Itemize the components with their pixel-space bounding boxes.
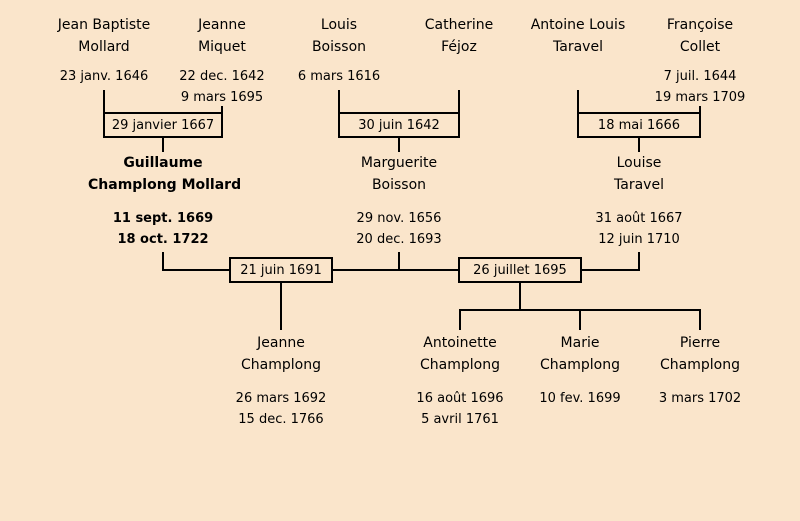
birth-date: 7 juil. 1644	[663, 69, 737, 84]
person-dates: 16 août 1696 5 avril 1761	[385, 388, 535, 430]
death-date: 9 mars 1695	[180, 90, 264, 105]
death-date: 20 dec. 1693	[356, 232, 442, 247]
person-name-line2: Féjoz	[441, 39, 477, 55]
connector-line	[103, 90, 105, 113]
person-antoinette-champlong: Antoinette Champlong 16 août 1696 5 avri…	[385, 332, 535, 430]
person-dates: 10 fev. 1699	[505, 388, 655, 409]
person-catherine-fejoz: Catherine Féjoz	[384, 14, 534, 58]
marriage-date-box: 30 juin 1642	[338, 112, 460, 138]
birth-date: 23 janv. 1646	[59, 69, 149, 84]
person-dates: 3 mars 1702	[625, 388, 775, 409]
person-name-line2: Taravel	[614, 177, 664, 193]
person-name-line2: Miquet	[198, 39, 246, 55]
birth-date: 11 sept. 1669	[112, 211, 214, 226]
person-name-line1: Marie	[560, 335, 600, 351]
person-name-line1: Antoine Louis	[530, 17, 626, 33]
person-louis-boisson: Louis Boisson 6 mars 1616	[264, 14, 414, 87]
person-name-line2: Taravel	[553, 39, 603, 55]
connector-line	[398, 252, 400, 270]
death-date: 19 mars 1709	[654, 90, 746, 105]
person-name-line2: Champlong	[420, 357, 500, 373]
person-name-line2: Champlong	[660, 357, 740, 373]
birth-date: 22 dec. 1642	[179, 69, 265, 84]
connector-line	[638, 138, 640, 152]
connector-line	[459, 311, 461, 330]
marriage-date-box: 26 juillet 1695	[458, 257, 582, 283]
person-dates: 29 nov. 1656 20 dec. 1693	[324, 208, 474, 250]
death-date: 12 juin 1710	[598, 232, 680, 247]
person-dates: 22 dec. 1642 9 mars 1695	[147, 66, 297, 108]
connector-line	[519, 283, 521, 309]
person-name-line2: Champlong Mollard	[88, 177, 242, 193]
person-name-line1: Antoinette	[423, 335, 497, 351]
person-name-line2: Champlong	[241, 357, 321, 373]
connector-line	[458, 90, 460, 113]
connector-line	[398, 138, 400, 152]
person-name-line1: Guillaume	[123, 155, 203, 171]
person-dates: 11 sept. 1669 18 oct. 1722	[88, 208, 238, 250]
connector-line	[459, 309, 701, 311]
birth-date: 31 août 1667	[595, 211, 683, 226]
birth-date: 10 fev. 1699	[539, 391, 621, 406]
person-name-line1: Pierre	[679, 335, 721, 351]
marriage-date-box: 29 janvier 1667	[103, 112, 223, 138]
birth-date: 26 mars 1692	[235, 391, 327, 406]
person-jeanne-champlong: Jeanne Champlong 26 mars 1692 15 dec. 17…	[206, 332, 356, 430]
connector-line	[579, 311, 581, 330]
birth-date: 29 nov. 1656	[356, 211, 442, 226]
connector-line	[162, 252, 164, 270]
death-date: 18 oct. 1722	[117, 232, 209, 247]
person-name-line1: Catherine	[424, 17, 494, 33]
person-name-line1: Marguerite	[360, 155, 438, 171]
person-name-line1: Louise	[616, 155, 662, 171]
birth-date: 3 mars 1702	[658, 391, 742, 406]
connector-line	[577, 90, 579, 113]
death-date: 5 avril 1761	[421, 412, 499, 427]
person-dates: 26 mars 1692 15 dec. 1766	[206, 388, 356, 430]
marriage-date-box: 21 juin 1691	[229, 257, 333, 283]
person-guillaume-champlong-mollard: Guillaume Champlong Mollard 11 sept. 166…	[88, 152, 242, 250]
person-marguerite-boisson: Marguerite Boisson 29 nov. 1656 20 dec. …	[324, 152, 474, 250]
person-antoine-louis-taravel: Antoine Louis Taravel	[503, 14, 653, 58]
connector-line	[280, 283, 282, 330]
person-marie-champlong: Marie Champlong 10 fev. 1699	[505, 332, 655, 409]
birth-date: 16 août 1696	[416, 391, 504, 406]
person-dates: 31 août 1667 12 juin 1710	[564, 208, 714, 250]
person-name-line2: Champlong	[540, 357, 620, 373]
person-francoise-collet: Françoise Collet 7 juil. 1644 19 mars 17…	[625, 14, 775, 108]
person-name-line1: Jean Baptiste	[57, 17, 151, 33]
connector-line	[338, 90, 340, 113]
person-jeanne-miquet: Jeanne Miquet 22 dec. 1642 9 mars 1695	[147, 14, 297, 108]
person-name-line1: Jeanne	[257, 335, 305, 351]
death-date: 15 dec. 1766	[238, 412, 324, 427]
marriage-date-box: 18 mai 1666	[577, 112, 701, 138]
connector-line	[638, 252, 640, 270]
person-dates: 7 juil. 1644 19 mars 1709	[625, 66, 775, 108]
person-name-line2: Mollard	[78, 39, 130, 55]
person-jean-baptiste-mollard: Jean Baptiste Mollard 23 janv. 1646	[29, 14, 179, 87]
connector-line	[699, 311, 701, 330]
person-name-line1: Louis	[320, 17, 358, 33]
person-dates: 23 janv. 1646	[29, 66, 179, 87]
person-dates: 6 mars 1616	[264, 66, 414, 87]
person-name-line1: Françoise	[666, 17, 734, 33]
connector-line	[699, 106, 701, 113]
person-louise-taravel: Louise Taravel 31 août 1667 12 juin 1710	[564, 152, 714, 250]
birth-date: 6 mars 1616	[297, 69, 381, 84]
person-name-line1: Jeanne	[198, 17, 246, 33]
connector-line	[221, 106, 223, 113]
person-name-line2: Boisson	[371, 177, 427, 193]
connector-line	[162, 138, 164, 152]
person-name-line2: Boisson	[311, 39, 367, 55]
person-pierre-champlong: Pierre Champlong 3 mars 1702	[625, 332, 775, 409]
person-name-line2: Collet	[679, 39, 721, 55]
connector-line	[162, 269, 640, 271]
